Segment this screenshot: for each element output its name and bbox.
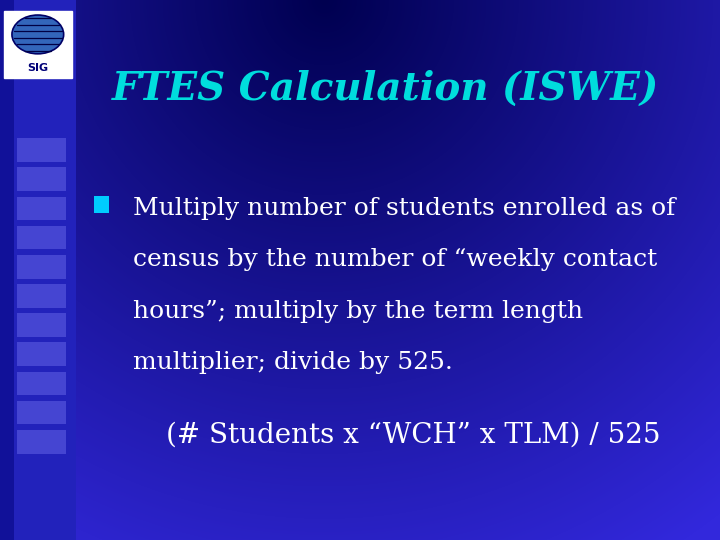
Text: (# Students x “WCH” x TLM) / 525: (# Students x “WCH” x TLM) / 525 — [166, 421, 660, 448]
Bar — [4, 11, 72, 78]
Bar — [17, 401, 66, 424]
Text: FTES Calculation (ISWE): FTES Calculation (ISWE) — [112, 70, 659, 108]
Bar — [17, 138, 66, 162]
Text: census by the number of “weekly contact: census by the number of “weekly contact — [133, 248, 657, 272]
Bar — [0, 0, 76, 540]
Bar — [17, 342, 66, 366]
Bar — [17, 167, 66, 191]
Text: hours”; multiply by the term length: hours”; multiply by the term length — [133, 300, 583, 323]
Bar — [17, 313, 66, 337]
Bar — [17, 372, 66, 395]
Bar — [17, 255, 66, 279]
Bar — [17, 284, 66, 308]
Bar — [17, 226, 66, 249]
Text: multiplier; divide by 525.: multiplier; divide by 525. — [133, 351, 453, 374]
Bar — [17, 197, 66, 220]
Bar — [94, 196, 109, 213]
Bar — [0, 0, 14, 540]
Text: Multiply number of students enrolled as of: Multiply number of students enrolled as … — [133, 197, 675, 220]
Bar — [17, 430, 66, 454]
Circle shape — [12, 15, 63, 54]
Text: SIG: SIG — [27, 63, 48, 73]
